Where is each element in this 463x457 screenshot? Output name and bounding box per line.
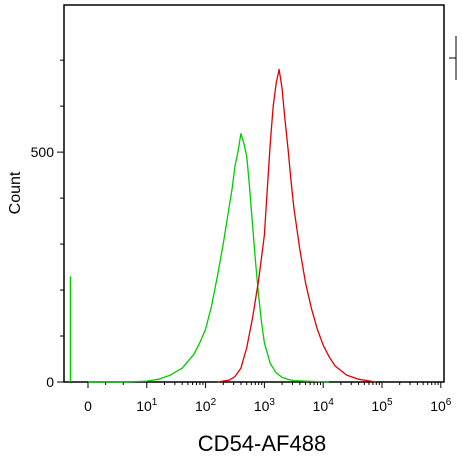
x-tick-label: 103 (254, 397, 276, 414)
series-layer (69, 68, 377, 383)
x-tick-label: 105 (371, 397, 393, 414)
histogram-series (217, 68, 377, 383)
plot-frame (63, 4, 445, 383)
y-axis-title: Count (7, 171, 24, 214)
y-tick-label: 0 (46, 374, 54, 390)
x-tick-exponent: 1 (152, 397, 158, 408)
x-tick-base: 10 (430, 398, 446, 414)
x-tick-exponent: 6 (446, 397, 452, 408)
histogram-series (88, 133, 330, 383)
x-tick-exponent: 2 (211, 397, 217, 408)
legend-glyph (449, 36, 457, 80)
x-tick-label: 0 (84, 398, 92, 414)
y-axis: 0 500 (31, 59, 64, 390)
x-tick-label: 101 (136, 397, 158, 414)
x-tick-base: 10 (254, 398, 270, 414)
x-tick-label: 102 (195, 397, 217, 414)
x-axis-title: CD54-AF488 (198, 431, 326, 456)
y-tick-label: 500 (31, 144, 55, 160)
x-tick-label: 104 (313, 397, 335, 414)
x-tick-base: 0 (84, 398, 92, 414)
x-tick-exponent: 3 (269, 397, 275, 408)
x-axis: 0 101 102 103 104 105 106 (84, 382, 452, 414)
x-tick-exponent: 4 (328, 397, 334, 408)
x-tick-base: 10 (136, 398, 152, 414)
x-tick-base: 10 (371, 398, 387, 414)
x-tick-base: 10 (313, 398, 329, 414)
x-tick-label: 106 (430, 397, 452, 414)
x-tick-exponent: 5 (387, 397, 393, 408)
x-tick-base: 10 (195, 398, 211, 414)
